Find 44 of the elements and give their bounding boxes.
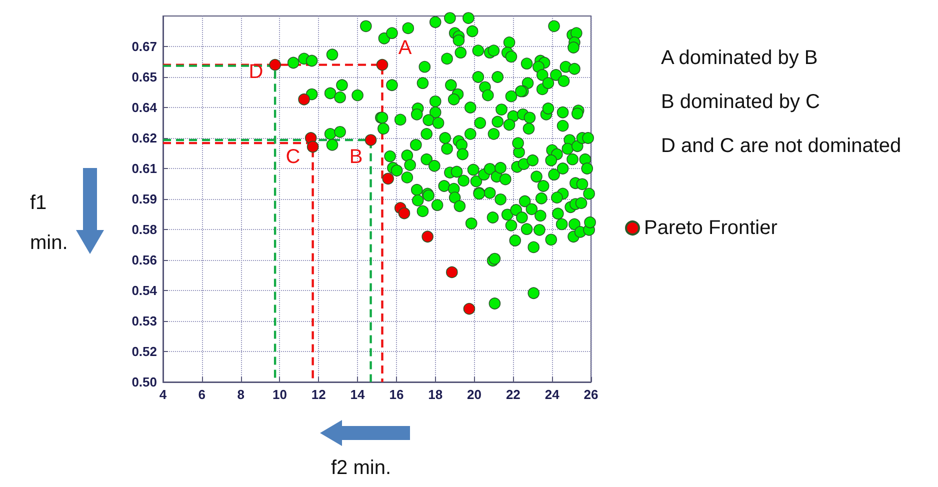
y-tick-label: 0.54 xyxy=(132,283,158,298)
point xyxy=(382,172,394,185)
x-tick-label: 4 xyxy=(159,387,168,402)
y-tick-label: 0.61 xyxy=(132,161,157,176)
point xyxy=(446,266,458,278)
y-tick-label: 0.64 xyxy=(132,100,158,115)
text: f2 min. xyxy=(331,457,392,479)
x-tick-label: 16 xyxy=(389,387,404,402)
point xyxy=(422,230,434,243)
x-tick-label: 22 xyxy=(506,387,520,402)
annotation: B xyxy=(349,146,363,168)
y-tick-label: 0.50 xyxy=(132,374,157,390)
y-tick-label: 0.52 xyxy=(132,344,157,359)
x-tick-label: 8 xyxy=(237,387,244,402)
text: A dominated by B xyxy=(661,47,818,69)
y-tick-label: 0.53 xyxy=(132,314,157,328)
x-tick-label: 20 xyxy=(467,387,482,402)
y-tick-label: 0.56 xyxy=(132,252,157,268)
text: B dominated by C xyxy=(661,91,820,113)
point xyxy=(463,302,476,315)
text: D and C are not dominated xyxy=(661,135,902,157)
point xyxy=(376,58,388,71)
annotation: C xyxy=(286,146,300,168)
y-tick-label: 0.67 xyxy=(132,39,157,54)
point xyxy=(398,207,410,220)
point xyxy=(306,140,319,153)
x-tick-label: 18 xyxy=(428,387,443,402)
annotation: A xyxy=(398,37,412,59)
legend-label: Pareto Frontier xyxy=(644,217,778,239)
point xyxy=(298,93,310,106)
x-tick-label: 26 xyxy=(584,387,598,402)
y-tick-label: 0.58 xyxy=(132,222,157,237)
text: f1 min. xyxy=(30,192,68,254)
point xyxy=(364,134,377,146)
y-tick-label: 0.65 xyxy=(132,70,157,84)
x-tick-label: 6 xyxy=(198,387,206,402)
y-tick-label: 0.59 xyxy=(132,192,157,206)
y-tick-label: 0.62 xyxy=(132,130,157,146)
x-tick-label: 10 xyxy=(272,387,287,402)
annotation: D xyxy=(248,61,264,83)
x-tick-label: 24 xyxy=(544,387,560,402)
x-tick-label: 12 xyxy=(311,387,326,402)
point xyxy=(269,58,281,71)
x-tick-label: 14 xyxy=(350,387,366,402)
